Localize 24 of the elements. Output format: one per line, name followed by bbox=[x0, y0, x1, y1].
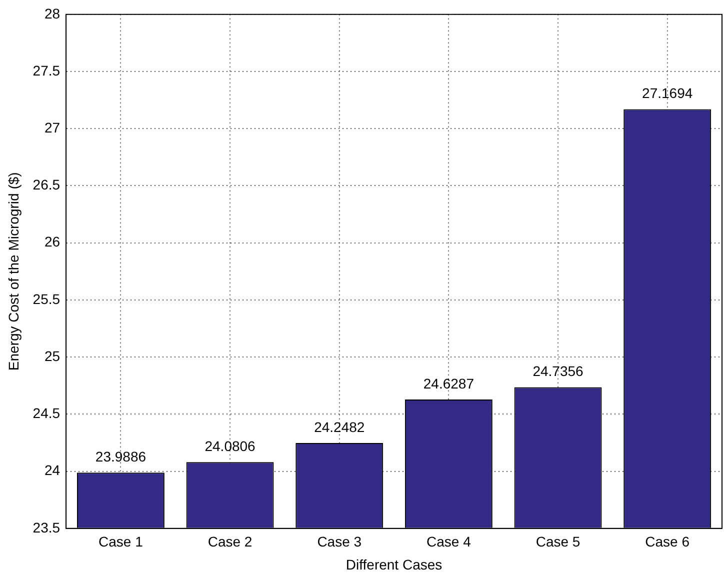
data-label: 24.7356 bbox=[532, 363, 584, 380]
y-tick-label: 24 bbox=[44, 462, 60, 478]
y-tick-label: 26.5 bbox=[32, 176, 60, 193]
data-label: 24.2482 bbox=[314, 418, 365, 435]
y-tick-label: 25.5 bbox=[32, 290, 60, 307]
x-axis-title: Different Cases bbox=[346, 556, 442, 572]
data-label: 24.6287 bbox=[423, 375, 474, 392]
y-tick-label: 27 bbox=[44, 119, 60, 136]
data-label: 27.1694 bbox=[642, 85, 693, 102]
x-tick-label: Case 4 bbox=[426, 534, 472, 550]
x-tick-label: Case 1 bbox=[98, 534, 144, 550]
x-tick-label: Case 2 bbox=[208, 534, 252, 550]
y-tick-label: 24.5 bbox=[32, 405, 60, 422]
y-tick-label: 25 bbox=[44, 348, 60, 364]
x-tick-label: Case 5 bbox=[536, 534, 580, 550]
y-tick-label: 23.5 bbox=[32, 519, 60, 536]
data-label: 23.9886 bbox=[95, 448, 146, 464]
y-tick-label: 26 bbox=[44, 234, 60, 250]
y-tick-label: 27.5 bbox=[32, 62, 60, 78]
y-axis-title: Energy Cost of the Microgrid ($) bbox=[5, 172, 22, 371]
y-tick-label: 28 bbox=[44, 5, 60, 22]
data-label: 24.0806 bbox=[204, 438, 256, 454]
x-tick-label: Case 3 bbox=[317, 534, 362, 550]
x-tick-label: Case 6 bbox=[645, 534, 690, 550]
